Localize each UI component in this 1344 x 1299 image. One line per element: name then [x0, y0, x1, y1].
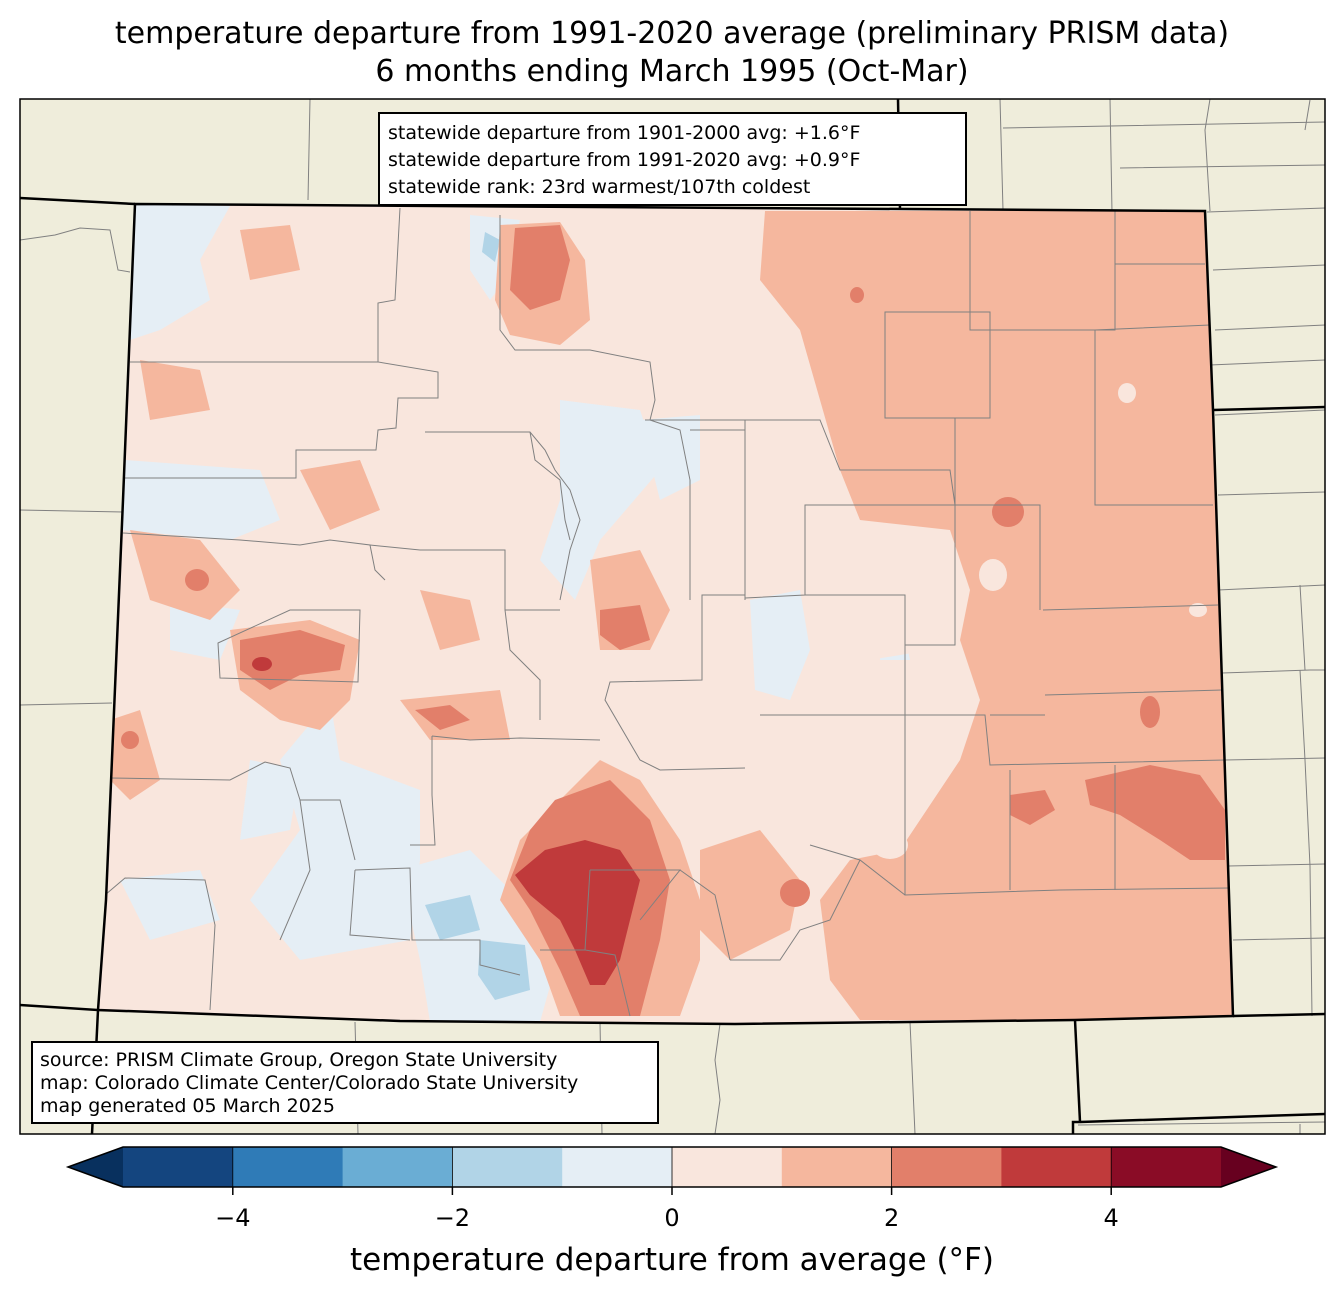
- colorbar-bin-5: [672, 1147, 783, 1187]
- generated-date-line: map generated 05 March 2025: [40, 1095, 335, 1117]
- map-frame: [19, 98, 1326, 1135]
- source-credit-box: source: PRISM Climate Group, Oregon Stat…: [31, 1041, 659, 1124]
- map-title-line-2: 6 months ending March 1995 (Oct-Mar): [375, 54, 969, 89]
- colorbar-tick-label: −4: [215, 1204, 251, 1232]
- colorbar-bin-8: [1001, 1147, 1112, 1187]
- colorbar-bin-7: [891, 1147, 1002, 1187]
- map-credit-line: map: Colorado Climate Center/Colorado St…: [40, 1072, 579, 1094]
- temperature-field: [98, 204, 1233, 1024]
- statewide-stats-box: statewide departure from 1901-2000 avg: …: [378, 112, 967, 206]
- colorbar-bin-2: [342, 1147, 453, 1187]
- colorbar-tick-label: 0: [664, 1204, 680, 1232]
- colorbar-bin-9: [1111, 1147, 1222, 1187]
- colorbar-bin-1: [232, 1147, 344, 1187]
- colorbar-tick-label: 4: [1103, 1204, 1119, 1232]
- stats-departure-1901-2000: statewide departure from 1901-2000 avg: …: [388, 122, 861, 144]
- colorbar-bin-3: [452, 1147, 563, 1187]
- map-title-line-1: temperature departure from 1991-2020 ave…: [114, 16, 1230, 51]
- colorbar-tick-label: −2: [434, 1204, 471, 1232]
- stats-rank: statewide rank: 23rd warmest/107th colde…: [388, 176, 811, 198]
- colorbar-bin-0: [123, 1147, 234, 1187]
- colorbar-bin-6: [781, 1147, 893, 1187]
- stats-departure-1991-2020: statewide departure from 1991-2020 avg: …: [388, 149, 861, 171]
- colorbar-outline: [65, 1146, 1279, 1188]
- neighbor-county-lines: [20, 99, 1325, 1134]
- colorbar-bin-4: [562, 1147, 673, 1187]
- colorbar-under-arrow: [68, 1147, 123, 1187]
- colorbar-tick-label: 2: [883, 1204, 900, 1232]
- colorado-county-lines: [104, 207, 1231, 1017]
- colorbar: [65, 1146, 1279, 1195]
- source-line: source: PRISM Climate Group, Oregon Stat…: [40, 1049, 558, 1071]
- colorbar-label: temperature departure from average (°F): [350, 1242, 994, 1278]
- colorbar-over-arrow: [1221, 1147, 1276, 1187]
